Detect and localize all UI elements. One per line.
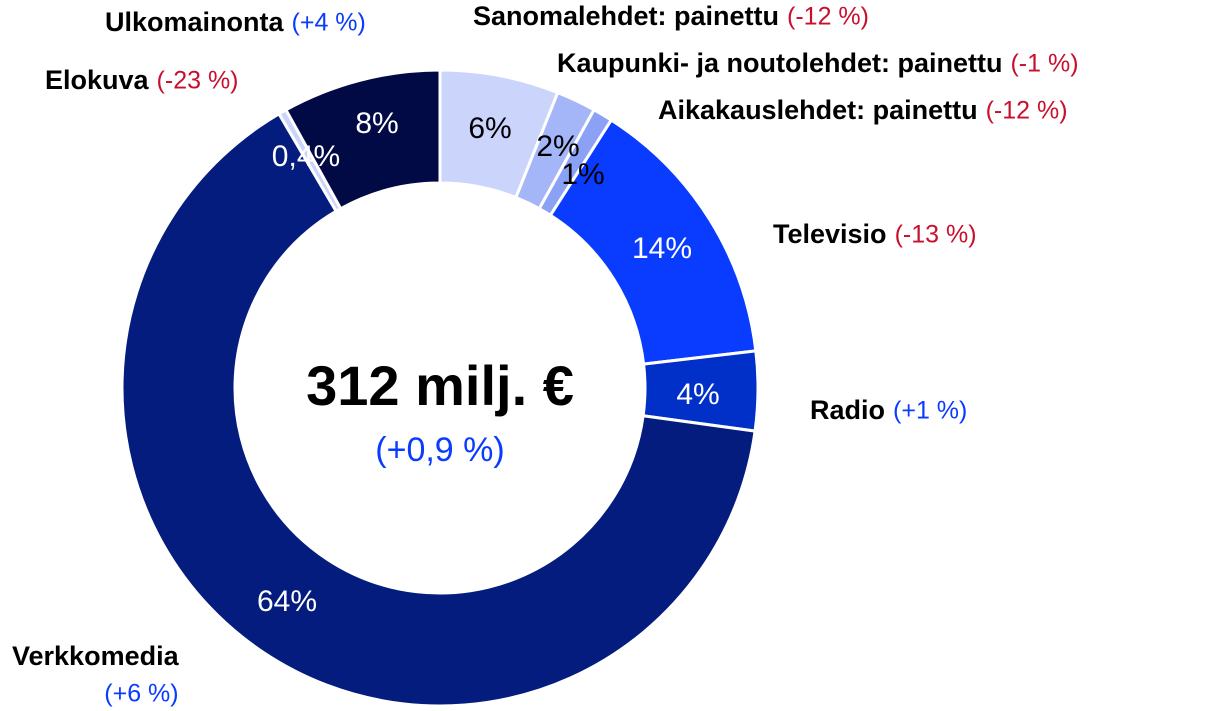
change-label: (+1 %) [893, 397, 967, 425]
center-label: 312 milj. € [306, 354, 574, 417]
value-label: 1% [561, 158, 604, 191]
category-label: Verkkomedia [12, 641, 180, 671]
value-label: 2% [536, 130, 579, 163]
value-label: 64% [257, 585, 317, 618]
center-sublabel: (+0,9 %) [375, 431, 504, 469]
change-label: (-12 %) [986, 97, 1068, 125]
category-label: Aikakauslehdet: painettu [658, 95, 978, 125]
category-label: Sanomalehdet: painettu [473, 1, 779, 31]
change-label: (-1 %) [1010, 50, 1078, 78]
change-label: (-23 %) [157, 67, 239, 95]
value-label: 8% [355, 107, 398, 140]
value-label: 4% [676, 378, 719, 411]
category-label: Radio [810, 395, 885, 425]
value-label: 6% [468, 112, 511, 145]
change-label: (+4 %) [292, 9, 366, 37]
donut-slice [283, 68, 442, 211]
change-label: (-12 %) [787, 3, 869, 31]
category-label: Kaupunki- ja noutolehdet: painettu [557, 48, 1002, 78]
change-label: (+6 %) [104, 680, 178, 708]
value-label: 14% [632, 232, 692, 265]
category-label: Ulkomainonta [105, 7, 285, 37]
change-label: (-13 %) [895, 221, 977, 249]
value-label: 0,4% [272, 140, 340, 173]
category-label: Elokuva [45, 65, 150, 95]
donut-slice [120, 111, 757, 708]
category-label: Televisio [773, 219, 887, 249]
